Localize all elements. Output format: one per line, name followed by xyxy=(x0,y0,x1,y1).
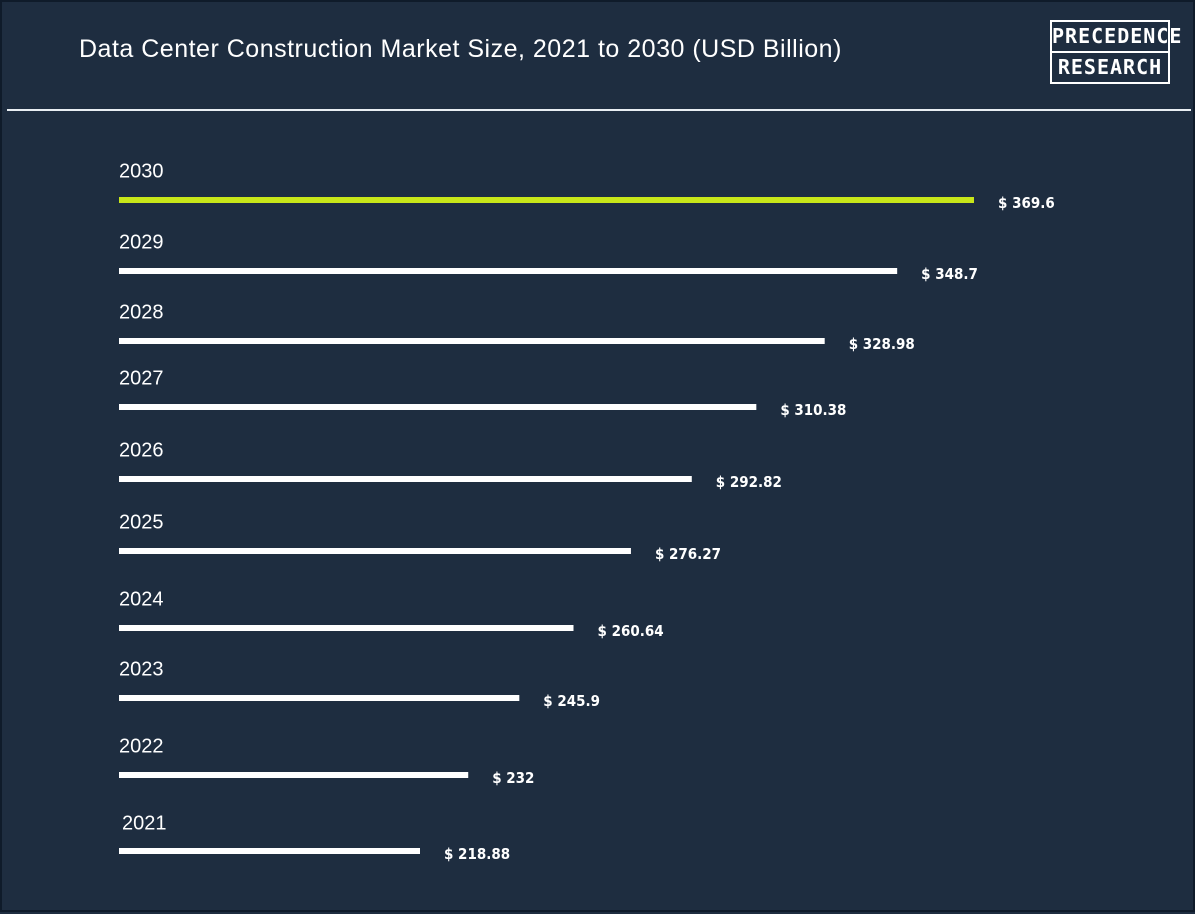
category-label-2021: 2021 xyxy=(122,812,167,834)
bar-2029 xyxy=(119,268,898,274)
category-label-2030: 2030 xyxy=(119,160,164,182)
category-label-2025: 2025 xyxy=(119,511,164,533)
bar-2023 xyxy=(119,695,520,701)
value-label-2022: $ 232 xyxy=(492,771,534,788)
value-label-2030: $ 369.6 xyxy=(998,196,1055,213)
logo-line-1: PRECEDENCE xyxy=(1052,22,1181,53)
category-label-2029: 2029 xyxy=(119,231,164,253)
category-label-2023: 2023 xyxy=(119,658,164,680)
bar-2026 xyxy=(119,476,692,482)
header-divider xyxy=(7,109,1191,111)
value-label-2023: $ 245.9 xyxy=(543,694,600,711)
chart-title: Data Center Construction Market Size, 20… xyxy=(79,35,842,63)
value-label-2027: $ 310.38 xyxy=(780,403,846,420)
bar-2030 xyxy=(119,197,974,203)
value-label-2024: $ 260.64 xyxy=(597,624,663,641)
bar-2024 xyxy=(119,625,574,631)
precedence-research-logo: PRECEDENCE RESEARCH xyxy=(1050,20,1181,84)
bar-2021 xyxy=(119,848,420,854)
bar-2028 xyxy=(119,338,825,344)
value-label-2028: $ 328.98 xyxy=(849,337,915,354)
bar-2025 xyxy=(119,548,631,554)
logo-line-2: RESEARCH xyxy=(1057,55,1163,79)
value-label-2025: $ 276.27 xyxy=(655,547,721,564)
value-label-2029: $ 348.7 xyxy=(921,267,978,284)
category-label-2028: 2028 xyxy=(119,301,164,323)
bar-2022 xyxy=(119,772,469,778)
value-label-2026: $ 292.82 xyxy=(716,475,782,492)
category-label-2022: 2022 xyxy=(119,735,164,757)
bar-2027 xyxy=(119,404,757,410)
value-label-2021: $ 218.88 xyxy=(444,847,510,864)
category-label-2027: 2027 xyxy=(119,367,164,389)
category-label-2026: 2026 xyxy=(119,439,164,461)
category-label-2024: 2024 xyxy=(119,588,164,610)
